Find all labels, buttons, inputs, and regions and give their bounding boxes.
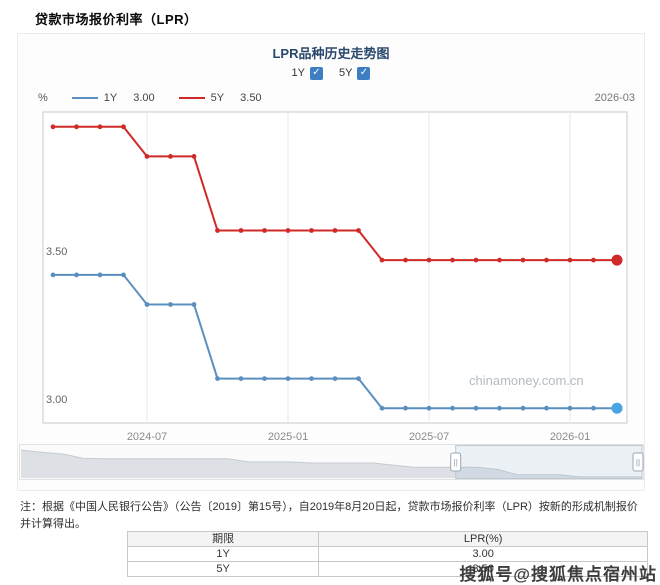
lpr-chart-card: LPR品种历史走势图 1Y 5Y % 1Y 3.00 5Y 3.50 <box>17 33 645 491</box>
lpr-table: 期限 LPR(%) 1Y 3.00 5Y 3.50 <box>126 531 648 577</box>
current-date-label: 2026-03 <box>594 92 635 104</box>
lpr-trend-chart[interactable]: 2024-07 2025-01 2025-07 2026-01 chinamoney.c… <box>19 108 644 444</box>
chart-range-slider[interactable]: || || <box>19 444 644 480</box>
chart-title: LPR品种历史走势图 <box>272 46 390 61</box>
table-header-term: 期限 <box>126 531 320 547</box>
legend-name-1y: 1Y <box>103 92 118 104</box>
svg-text:||: || <box>454 458 458 467</box>
legend-line-1y-icon <box>71 97 98 99</box>
page-title: 贷款市场报价利率（LPR） <box>35 12 198 27</box>
svg-text:||: || <box>636 458 640 467</box>
sohu-watermark: 搜狐号@搜狐焦点宿州站 <box>459 565 657 584</box>
legend-item-5y: 5Y 3.50 <box>178 92 262 104</box>
legend-value-1y: 3.00 <box>133 92 155 104</box>
cell-term-5y: 5Y <box>126 561 320 577</box>
series-toggle-5y[interactable]: 5Y <box>339 66 371 80</box>
legend-line-5y-icon <box>178 97 205 99</box>
cell-term-1y: 1Y <box>126 546 320 562</box>
legend-value-5y: 3.50 <box>240 92 262 104</box>
svg-text:3.50: 3.50 <box>46 246 67 258</box>
legend-name-5y: 5Y <box>210 92 225 104</box>
table-header-lpr: LPR(%) <box>318 531 648 547</box>
legend-item-1y: 1Y 3.00 <box>71 92 155 104</box>
table-row: 5Y 3.50 <box>126 561 648 577</box>
checkbox-checked-icon[interactable] <box>357 66 371 80</box>
svg-text:2026-01: 2026-01 <box>550 431 590 443</box>
svg-text:2025-07: 2025-07 <box>409 431 449 443</box>
checkbox-checked-icon[interactable] <box>310 66 323 80</box>
svg-text:chinamoney.com.cn: chinamoney.com.cn <box>469 373 584 388</box>
y-axis-unit-label: % <box>38 92 48 104</box>
footnote: 注：根据《中国人民银行公告》（公告〔2019〕第15号），自2019年8月20日… <box>20 501 638 530</box>
series-toggle-1y-label: 1Y <box>291 67 305 79</box>
svg-text:2025-01: 2025-01 <box>268 431 308 443</box>
series-toggle-1y[interactable]: 1Y <box>291 66 323 80</box>
svg-text:3.00: 3.00 <box>46 394 67 406</box>
series-toggle-row: 1Y 5Y <box>18 65 644 81</box>
series-toggle-5y-label: 5Y <box>339 67 353 79</box>
cell-lpr-5y: 3.50 <box>318 561 648 577</box>
svg-text:2024-07: 2024-07 <box>127 431 167 443</box>
legend-row: % 1Y 3.00 5Y 3.50 2026-03 <box>19 90 645 106</box>
table-header-row: 期限 LPR(%) <box>126 531 648 547</box>
